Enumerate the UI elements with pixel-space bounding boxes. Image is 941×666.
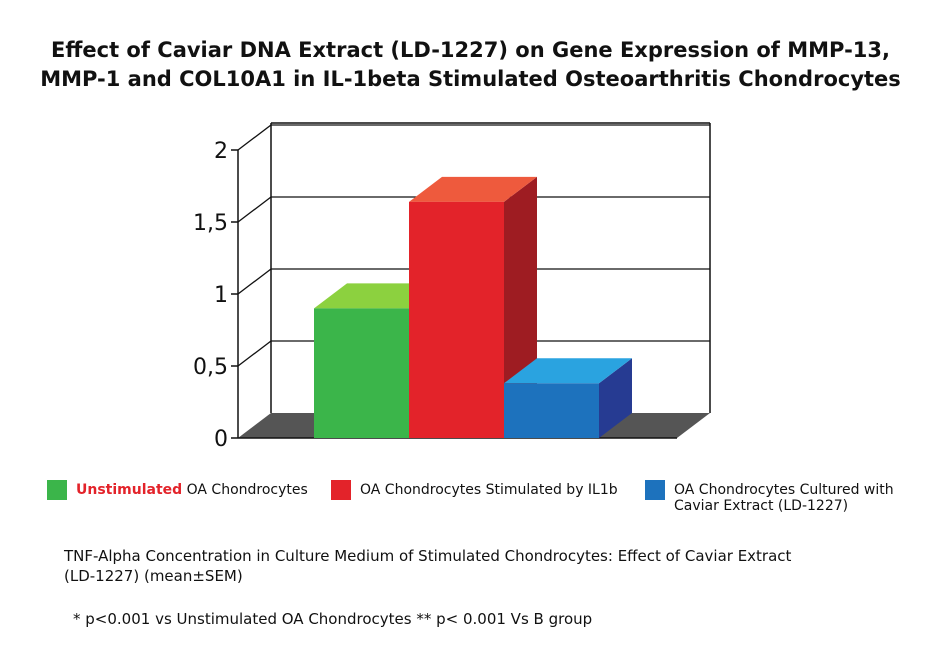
legend-label-caviar-line-1: OA Chondrocytes Cultured with bbox=[674, 482, 894, 498]
side-wall-gridline bbox=[237, 124, 272, 151]
bar-stimulated-il1b bbox=[409, 201, 504, 438]
legend-swatch-blue bbox=[645, 480, 665, 500]
side-wall-gridline bbox=[237, 340, 272, 367]
side-wall-gridline bbox=[237, 268, 272, 295]
side-wall-gridline bbox=[237, 196, 272, 223]
legend-label-highlight: Unstimulated bbox=[76, 482, 183, 498]
legend-label-stimulated: OA Chondrocytes Stimulated by IL1b bbox=[360, 482, 618, 498]
bar-caviar-extract-side bbox=[599, 358, 632, 438]
chart-title-line-2: MMP-1 and COL10A1 in IL-1beta Stimulated… bbox=[40, 67, 901, 91]
y-tick-label: 0,5 bbox=[193, 355, 228, 380]
y-tick-label: 1 bbox=[214, 283, 228, 308]
bar-caviar-extract-top bbox=[504, 358, 632, 384]
y-tick-label: 0 bbox=[214, 427, 228, 452]
chart-title: Effect of Caviar DNA Extract (LD-1227) o… bbox=[0, 36, 941, 94]
legend-item-unstimulated: Unstimulated OA Chondrocytes bbox=[47, 480, 308, 500]
legend-swatch-red bbox=[331, 480, 351, 500]
bar-unstimulated bbox=[314, 308, 409, 438]
caption-line-2: (LD-1227) (mean±SEM) bbox=[64, 567, 243, 585]
y-tick-label: 1,5 bbox=[193, 211, 228, 236]
legend-item-caviar-extract: OA Chondrocytes Cultured with Caviar Ext… bbox=[645, 480, 894, 514]
bar-stimulated-il1b-top bbox=[409, 176, 537, 202]
chart-title-line-1: Effect of Caviar DNA Extract (LD-1227) o… bbox=[51, 38, 890, 62]
legend-label-unstimulated: Unstimulated OA Chondrocytes bbox=[76, 482, 308, 498]
footnote: * p<0.001 vs Unstimulated OA Chondrocyte… bbox=[73, 610, 593, 628]
legend-label-caviar-line-2: Caviar Extract (LD-1227) bbox=[674, 498, 849, 514]
legend-item-stimulated: OA Chondrocytes Stimulated by IL1b bbox=[331, 480, 618, 500]
legend-label-rest: OA Chondrocytes bbox=[182, 482, 308, 498]
caption: TNF-Alpha Concentration in Culture Mediu… bbox=[64, 546, 791, 586]
caption-line-1: TNF-Alpha Concentration in Culture Mediu… bbox=[64, 547, 792, 565]
legend-swatch-green bbox=[47, 480, 67, 500]
legend-label-caviar-extract: OA Chondrocytes Cultured with Caviar Ext… bbox=[674, 482, 894, 514]
bar-caviar-extract bbox=[504, 383, 599, 438]
y-tick-label: 2 bbox=[214, 139, 228, 164]
